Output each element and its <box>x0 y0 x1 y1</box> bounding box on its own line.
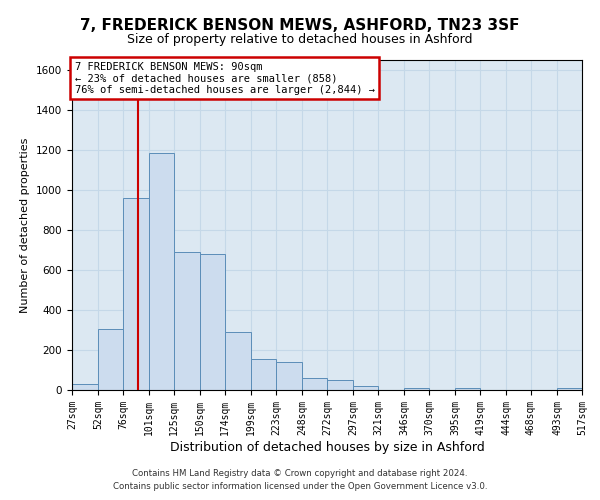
Bar <box>225 332 251 390</box>
Bar <box>353 386 378 390</box>
Bar <box>72 384 98 390</box>
Bar <box>174 252 200 390</box>
Bar <box>276 362 302 390</box>
Bar <box>455 388 480 390</box>
Text: Contains HM Land Registry data © Crown copyright and database right 2024.: Contains HM Land Registry data © Crown c… <box>132 468 468 477</box>
Bar <box>327 380 353 390</box>
Bar <box>404 388 429 390</box>
Text: Size of property relative to detached houses in Ashford: Size of property relative to detached ho… <box>127 32 473 46</box>
X-axis label: Distribution of detached houses by size in Ashford: Distribution of detached houses by size … <box>170 440 484 454</box>
Bar <box>557 388 582 390</box>
Bar <box>302 378 327 390</box>
Bar <box>123 198 149 390</box>
Bar <box>200 254 225 390</box>
Text: 7, FREDERICK BENSON MEWS, ASHFORD, TN23 3SF: 7, FREDERICK BENSON MEWS, ASHFORD, TN23 … <box>80 18 520 32</box>
Bar <box>149 153 174 390</box>
Bar <box>251 359 276 390</box>
Text: 7 FREDERICK BENSON MEWS: 90sqm
← 23% of detached houses are smaller (858)
76% of: 7 FREDERICK BENSON MEWS: 90sqm ← 23% of … <box>74 62 374 95</box>
Text: Contains public sector information licensed under the Open Government Licence v3: Contains public sector information licen… <box>113 482 487 491</box>
Bar <box>98 329 123 390</box>
Y-axis label: Number of detached properties: Number of detached properties <box>20 138 31 312</box>
